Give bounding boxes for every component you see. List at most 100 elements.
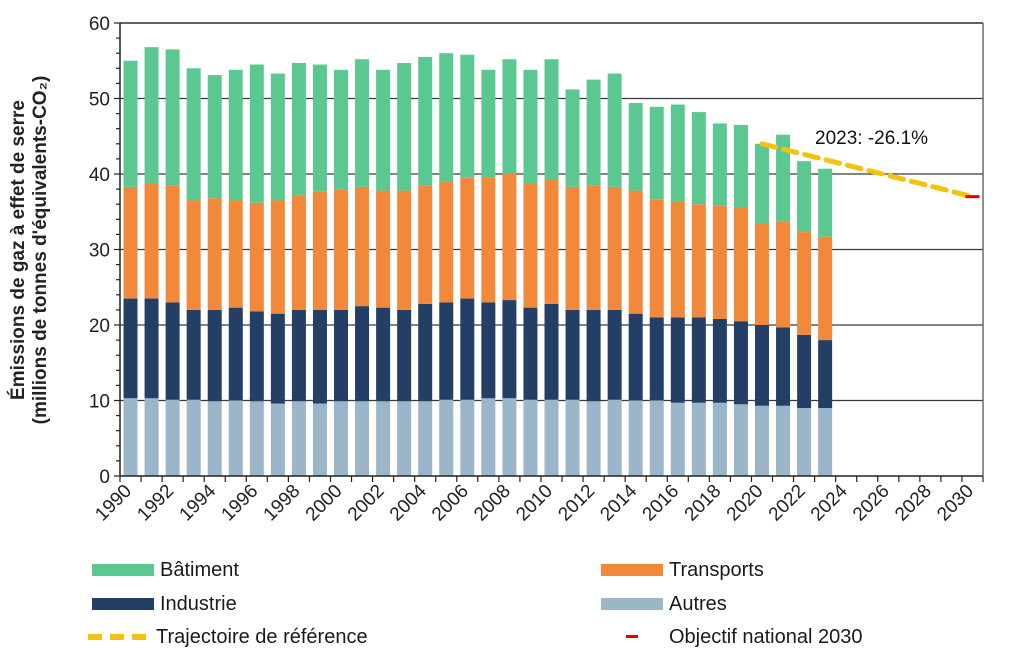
bar-transports	[270, 200, 285, 314]
bar-autres	[481, 398, 496, 476]
bar-industrie	[165, 302, 180, 400]
bar-industrie	[186, 309, 201, 400]
bar-btiment	[733, 124, 748, 208]
bar-stack-2008	[502, 59, 517, 476]
bar-stack-1994	[207, 75, 222, 476]
x-tick-label: 2002	[344, 481, 389, 526]
x-tick-label: 2030	[933, 481, 978, 526]
bar-btiment	[502, 59, 517, 174]
bar-btiment	[186, 68, 201, 201]
bar-stack-2003	[397, 63, 412, 476]
bar-autres	[376, 401, 391, 476]
bar-industrie	[291, 309, 306, 402]
bar-transports	[754, 223, 769, 325]
bar-btiment	[418, 56, 433, 186]
bar-transports	[733, 207, 748, 322]
bar-autres	[439, 399, 454, 476]
bar-industrie	[691, 317, 706, 403]
bar-autres	[397, 401, 412, 476]
bar-btiment	[270, 73, 285, 201]
x-tick-label: 1998	[260, 481, 305, 526]
bar-autres	[712, 402, 727, 476]
bar-btiment	[249, 64, 264, 203]
bar-transports	[186, 200, 201, 310]
bar-industrie	[607, 309, 622, 400]
bar-btiment	[691, 112, 706, 205]
bar-autres	[418, 401, 433, 476]
bar-autres	[544, 399, 559, 476]
overlay	[759, 141, 980, 200]
bar-transports	[228, 200, 243, 308]
bar-stack-2004	[418, 56, 433, 476]
y-tick-label: 40	[89, 165, 110, 186]
bar-btiment	[228, 69, 243, 201]
bar-stack-1992	[165, 49, 180, 476]
bar-industrie	[249, 311, 264, 402]
bar-autres	[649, 400, 664, 476]
bar-transports	[712, 205, 727, 319]
x-tick-label: 1996	[218, 481, 263, 526]
bar-btiment	[291, 63, 306, 196]
axes	[114, 22, 984, 482]
bar-autres	[312, 403, 327, 476]
y-tick-label: 0	[99, 467, 110, 488]
x-tick-label: 2028	[891, 481, 936, 526]
legend-dash-icon	[88, 634, 150, 640]
bar-transports	[312, 191, 327, 310]
bar-btiment	[628, 103, 643, 191]
bar-btiment	[776, 134, 791, 222]
bar-autres	[460, 399, 475, 476]
bar-autres	[207, 401, 222, 476]
legend-item-industrie: Industrie	[92, 589, 237, 619]
y-axis-label-line1: Émissions de gaz à effet de serre	[7, 100, 29, 400]
bar-stack-2023	[818, 168, 833, 476]
bar-btiment	[544, 59, 559, 181]
bar-stack-2017	[691, 112, 706, 476]
legend-item-target: Objectif national 2030	[601, 622, 862, 652]
bar-stack-2022	[797, 161, 812, 476]
x-tick-label: 2010	[512, 481, 557, 526]
bar-industrie	[754, 325, 769, 406]
bar-stack-2020	[754, 143, 769, 476]
bar-autres	[355, 401, 370, 476]
y-axis-label-line2: (millions de tonnes d'équivalents-CO₂)	[30, 76, 51, 425]
bar-industrie	[123, 298, 138, 399]
legend-swatch-batiment	[92, 564, 154, 576]
y-tick-label: 30	[89, 241, 110, 262]
x-tick-label: 1994	[176, 480, 221, 525]
bar-stack-2018	[712, 123, 727, 476]
bar-transports	[123, 186, 138, 299]
legend-swatch-industrie	[92, 598, 154, 610]
bar-transports	[481, 177, 496, 303]
bar-stack-1996	[249, 64, 264, 476]
bar-autres	[502, 398, 517, 476]
bar-stack-2014	[628, 103, 643, 476]
bar-btiment	[460, 54, 475, 178]
bar-autres	[249, 401, 264, 476]
bar-autres	[565, 399, 580, 476]
bar-btiment	[481, 69, 496, 178]
legend-swatch-transports	[601, 564, 663, 576]
legend-label: Transports	[669, 558, 764, 581]
bar-btiment	[649, 106, 664, 200]
y-tick-label: 10	[89, 392, 110, 413]
bar-industrie	[439, 302, 454, 400]
bar-industrie	[312, 309, 327, 404]
bar-transports	[144, 183, 159, 299]
bar-stack-2000	[334, 69, 349, 476]
bar-btiment	[818, 168, 833, 237]
bar-industrie	[397, 309, 412, 402]
bar-btiment	[165, 49, 180, 186]
bar-stack-2001	[355, 59, 370, 476]
bar-autres	[628, 400, 643, 476]
bar-industrie	[776, 327, 791, 406]
bar-transports	[418, 185, 433, 304]
bar-transports	[165, 185, 180, 303]
x-tick-label: 2022	[765, 481, 810, 526]
bar-stack-2009	[523, 69, 538, 476]
bar-transports	[460, 177, 475, 299]
bar-stack-2019	[733, 124, 748, 476]
legend: Bâtiment Transports Industrie Autres Tra…	[0, 552, 1024, 652]
bar-stack-1991	[144, 47, 159, 476]
